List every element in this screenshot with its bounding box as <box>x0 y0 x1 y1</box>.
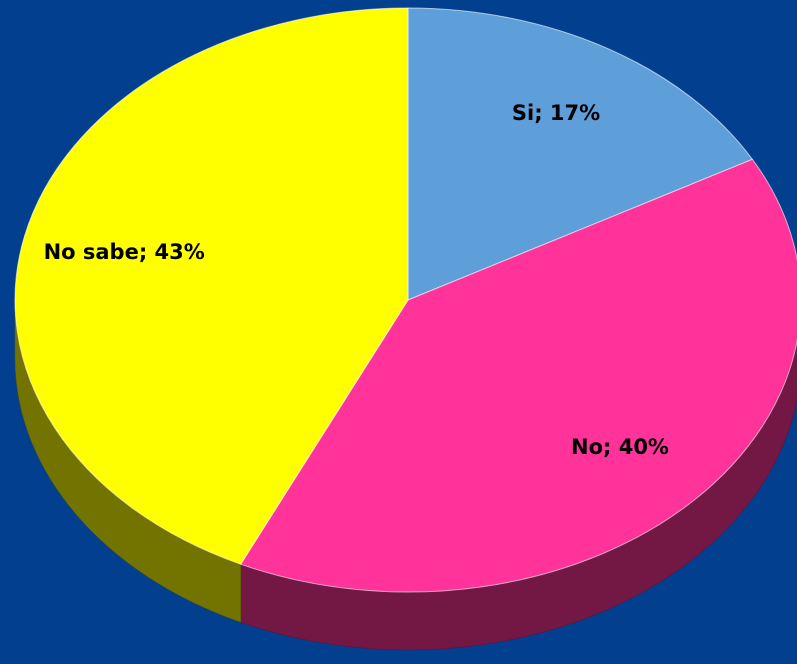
slice <box>407 7 754 301</box>
slice <box>239 158 797 593</box>
data-label: No; 40% <box>571 435 669 459</box>
data-label: Si; 17% <box>512 101 600 125</box>
data-label: No sabe; 43% <box>44 240 205 264</box>
slice <box>14 7 409 565</box>
